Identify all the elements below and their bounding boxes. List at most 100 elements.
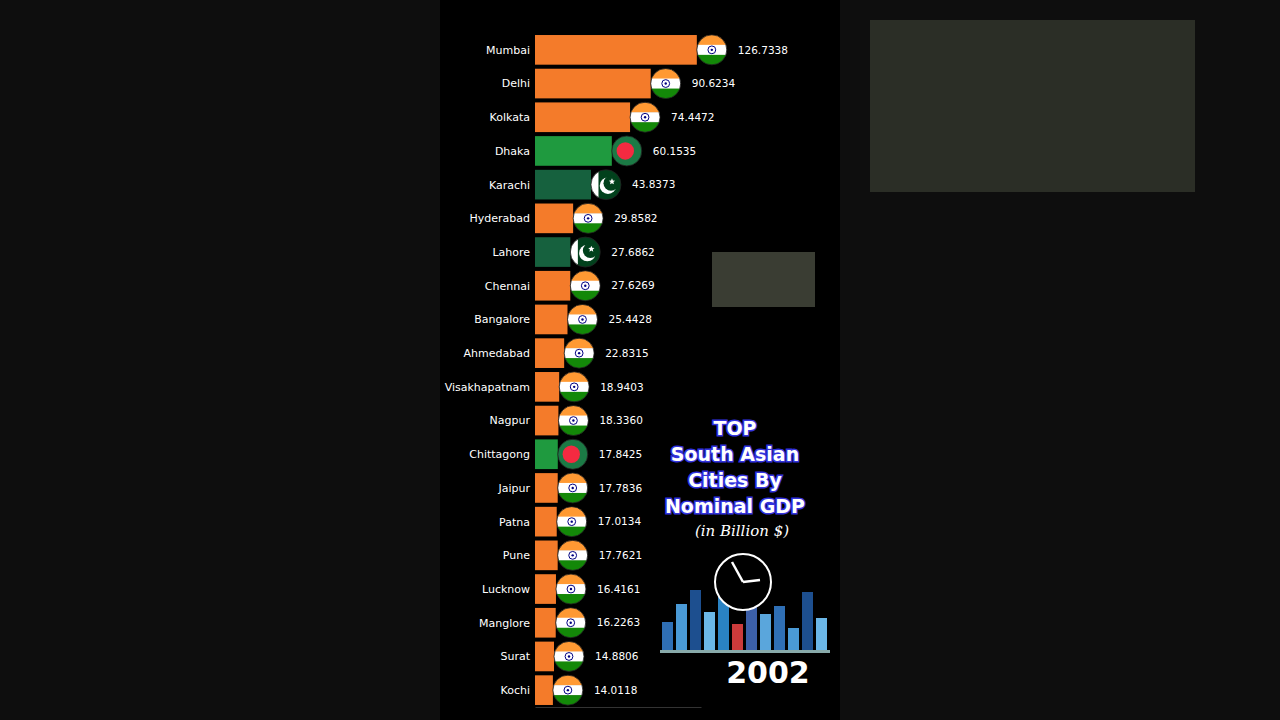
flag-rim	[573, 203, 603, 233]
flag-body	[554, 641, 584, 672]
flag	[559, 372, 589, 403]
flag-rim	[558, 540, 588, 570]
data-label: 18.9403	[600, 381, 643, 393]
flag-stripe	[651, 69, 681, 80]
flag-rim	[570, 271, 600, 301]
data-label: 18.3360	[599, 414, 642, 426]
flag-rim	[567, 304, 597, 334]
flag-chakra-hub	[571, 554, 573, 556]
category-label: Dhaka	[495, 145, 530, 158]
flag-stripe	[559, 372, 589, 383]
flag	[697, 35, 727, 66]
flag-chakra-hub	[570, 588, 572, 590]
flag-body	[570, 237, 600, 267]
flag-stripe	[558, 483, 588, 494]
bar	[535, 237, 570, 267]
flag-body	[556, 608, 586, 639]
flag-stripe	[573, 213, 603, 224]
category-label: Kolkata	[490, 111, 530, 124]
flag-chakra-hub	[578, 352, 580, 354]
flag	[573, 203, 603, 234]
flag-chakra	[567, 619, 575, 627]
data-label: 90.6234	[692, 77, 736, 89]
flag-body	[558, 406, 588, 437]
bar	[535, 170, 591, 200]
category-label: Patna	[499, 516, 530, 529]
data-label: 29.8582	[614, 212, 657, 224]
flag-body	[651, 69, 681, 100]
flag-chakra-hub	[573, 386, 575, 388]
building	[704, 612, 715, 652]
building	[662, 622, 673, 652]
flag	[564, 338, 594, 369]
bar	[535, 204, 573, 234]
bar	[535, 473, 558, 503]
flag-rim	[570, 237, 600, 267]
category-label: Pune	[503, 549, 530, 562]
title: Cities By	[688, 469, 782, 491]
flag-chakra	[575, 349, 583, 357]
skyline-icon	[660, 554, 830, 653]
flag-chakra	[568, 518, 576, 526]
flag	[630, 102, 660, 133]
bar	[535, 675, 553, 705]
building	[788, 628, 799, 652]
flag-chakra	[570, 417, 578, 425]
flag-chakra-hub	[587, 217, 589, 219]
flag-chakra-hub	[581, 318, 583, 320]
clock-hand	[732, 562, 743, 582]
flag-crescent-cut	[583, 243, 598, 258]
category-label: Jaipur	[497, 482, 530, 495]
flag-chakra-hub	[644, 116, 646, 118]
flag-chakra	[579, 316, 587, 324]
data-label: 60.1535	[653, 145, 696, 157]
bar	[535, 35, 697, 65]
bar	[535, 69, 651, 99]
building	[732, 624, 743, 652]
flag-chakra	[570, 383, 578, 391]
flag	[556, 608, 586, 639]
flag	[651, 69, 681, 100]
x-axis	[536, 707, 702, 708]
flag	[553, 675, 583, 706]
flag-chakra-hub	[711, 49, 713, 51]
data-label: 17.0134	[598, 515, 642, 527]
title: Nominal GDP	[665, 495, 805, 517]
flag-rim	[556, 574, 586, 604]
flag-body	[591, 170, 621, 200]
flag-stripe	[567, 314, 597, 325]
flag	[567, 304, 597, 335]
flag	[612, 136, 642, 166]
flag-body	[557, 507, 587, 538]
flag-stripe	[573, 203, 603, 214]
flag-stripe	[556, 584, 586, 595]
category-label: Lahore	[492, 246, 530, 259]
flag-rim	[651, 69, 681, 99]
flag-field	[612, 136, 642, 166]
flag-star	[588, 246, 594, 252]
flag-rim	[697, 35, 727, 65]
flag-body	[570, 271, 600, 302]
category-label: Hyderabad	[470, 212, 531, 225]
building	[676, 604, 687, 652]
bar	[535, 271, 570, 301]
flag-chakra	[584, 214, 592, 222]
data-label: 16.4161	[597, 583, 640, 595]
bar	[535, 541, 558, 571]
flag-field	[570, 237, 600, 267]
flag-chakra-hub	[572, 419, 574, 421]
flag-stripe	[570, 281, 600, 292]
title: South Asian	[671, 443, 799, 465]
flag-stripe	[558, 406, 588, 417]
flag-body	[558, 439, 588, 469]
clock-face	[715, 554, 771, 610]
year-label: 2002	[726, 655, 810, 690]
flag-stripe	[556, 608, 586, 619]
flag-rim	[554, 641, 584, 671]
flag-stripe	[558, 540, 588, 551]
flag-stripe	[554, 651, 584, 662]
flag	[554, 641, 584, 672]
bars	[535, 35, 697, 705]
flag-stripe	[651, 79, 681, 90]
chart: Mumbai126.7338Delhi90.6234Kolkata74.4472…	[0, 0, 1280, 720]
